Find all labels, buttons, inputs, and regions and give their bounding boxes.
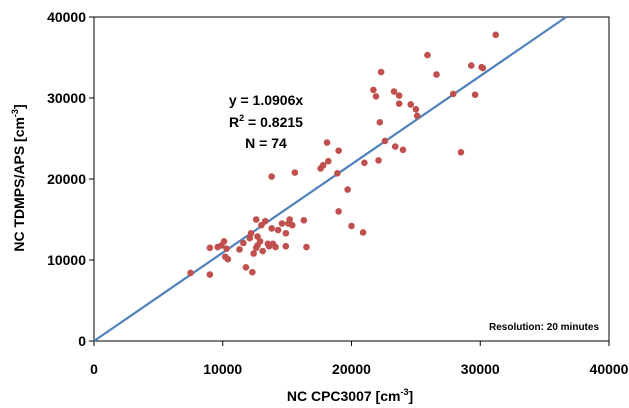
data-point [268, 225, 275, 232]
y-axis-title-sup: -3 [10, 109, 20, 117]
x-axis-title-main: NC CPC3007 [cm [287, 388, 401, 404]
data-point [288, 221, 296, 229]
data-point [479, 64, 487, 72]
resolution-note: Resolution: 20 minutes [489, 322, 599, 333]
data-points [187, 31, 500, 278]
data-point [467, 62, 475, 69]
data-point [390, 88, 398, 95]
y-axis-title-main: NC TDMPS/APS [cm [11, 117, 27, 252]
axis-ticks: 0 10000 20000 30000 40000 0 10000 20000 30000 400… [47, 9, 629, 377]
y-tick-label: 10000 [47, 252, 86, 268]
r-squared-value: = 0.8215 [244, 114, 303, 130]
r-squared-sup: 2 [239, 113, 244, 123]
data-point [274, 226, 282, 234]
data-point [372, 93, 380, 100]
data-point [359, 229, 367, 236]
data-point [433, 71, 440, 78]
data-point [259, 247, 266, 255]
data-point [319, 161, 327, 169]
data-point [323, 139, 331, 146]
data-point [242, 263, 250, 271]
data-point [424, 51, 431, 59]
x-tick-label: 30000 [461, 361, 500, 377]
data-point [206, 244, 214, 252]
data-point [376, 119, 384, 126]
data-point [206, 271, 214, 278]
data-point [370, 86, 377, 94]
data-point [412, 106, 420, 113]
data-point [335, 208, 342, 215]
fit-line-layer [93, 16, 567, 342]
data-point [252, 216, 260, 223]
data-point [395, 100, 403, 107]
data-point [395, 92, 403, 99]
data-point [381, 137, 389, 145]
data-point [300, 217, 308, 224]
data-point [471, 91, 479, 99]
n-label: N = 74 [245, 135, 287, 151]
data-point [344, 186, 351, 193]
data-point [261, 217, 269, 225]
data-point [375, 157, 382, 164]
data-point [449, 90, 457, 98]
data-point [278, 220, 286, 227]
data-point [303, 243, 310, 251]
y-tick-label: 0 [78, 333, 86, 349]
data-point [348, 222, 355, 230]
data-point [377, 68, 385, 76]
y-axis-title-end: ] [11, 104, 27, 109]
y-tick-label: 20000 [47, 171, 86, 187]
y-tick-label: 40000 [47, 9, 86, 25]
data-point [399, 146, 407, 154]
data-point [250, 250, 257, 257]
data-point [272, 243, 279, 251]
x-axis-title-end: ] [408, 388, 413, 404]
data-point [224, 255, 232, 263]
y-axis-title: NC TDMPS/APS [cm-3] [10, 104, 27, 251]
data-point [256, 238, 264, 245]
data-point [282, 242, 290, 250]
data-point [254, 233, 261, 240]
data-point [220, 238, 228, 245]
data-point [457, 148, 465, 156]
x-tick-label: 10000 [203, 361, 242, 377]
data-point [247, 229, 255, 237]
x-axis-title-sup: -3 [400, 387, 408, 397]
data-point [187, 269, 194, 277]
data-point [249, 268, 256, 276]
data-point [391, 143, 399, 150]
data-point [236, 246, 243, 253]
data-point [335, 147, 342, 154]
data-point [268, 173, 275, 180]
plot-frame [93, 16, 610, 342]
data-point [286, 216, 294, 223]
data-point [413, 112, 421, 120]
plot-border [93, 16, 610, 342]
r-squared-label: R2 = 0.8215 [229, 113, 303, 130]
data-point [240, 239, 247, 247]
data-point [325, 157, 332, 165]
data-point [361, 159, 368, 167]
fit-line [93, 16, 567, 342]
r-squared-prefix: R [229, 114, 239, 130]
x-axis-title: NC CPC3007 [cm-3] [287, 387, 413, 404]
data-point [282, 229, 290, 237]
x-tick-label: 20000 [332, 361, 371, 377]
y-tick-label: 30000 [47, 90, 86, 106]
x-tick-label: 40000 [590, 361, 629, 377]
data-point [492, 31, 500, 39]
x-tick-label: 0 [90, 361, 98, 377]
equation-label: y = 1.0906x [229, 92, 304, 108]
data-point [334, 170, 341, 177]
data-point [223, 245, 230, 252]
data-point [407, 101, 415, 108]
data-point [291, 169, 299, 176]
